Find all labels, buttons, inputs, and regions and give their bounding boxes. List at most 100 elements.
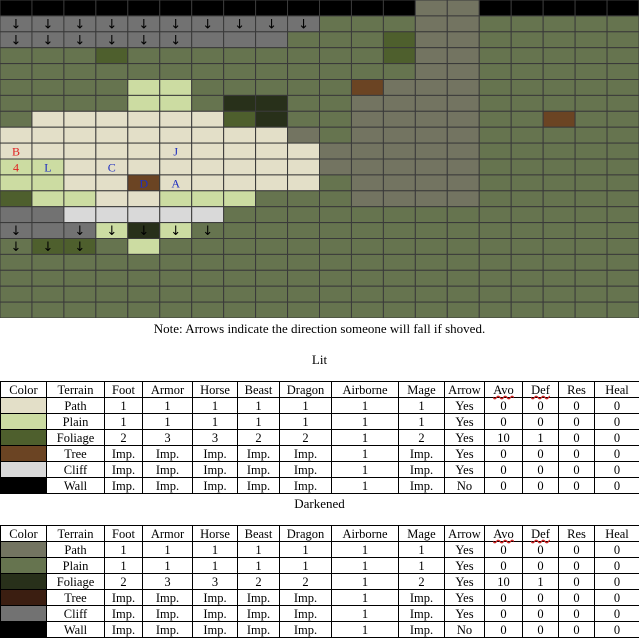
- color-swatch-cell: [0, 429, 47, 446]
- fall-arrow-icon: ↓: [106, 17, 117, 32]
- map-tile-dark-plain: [510, 269, 544, 287]
- map-tile-path: [127, 110, 161, 128]
- table-cell: 0: [558, 397, 595, 414]
- map-tile-dark-plain: [255, 63, 289, 80]
- map-tile-dark-plain: [63, 94, 97, 112]
- map-tile-dark-plain: [127, 269, 161, 287]
- map-tile-dark-plain: [574, 158, 608, 176]
- table-cell: 0: [484, 461, 523, 478]
- map-tile-dark-plain: [63, 63, 97, 80]
- table-cell: 1: [279, 557, 332, 574]
- table-row: Foliage 2 3 3 2 2 1 2 Yes 10 1 0 0: [0, 573, 639, 590]
- map-tile-dark-plain: [574, 301, 608, 318]
- map-tile-path: [95, 142, 129, 160]
- map-tile-dark-plain: [191, 285, 225, 303]
- table-cell: 1: [104, 557, 143, 574]
- map-tile-dark-plain: [542, 174, 576, 192]
- map-tile-dark-plain: [287, 222, 320, 240]
- map-tile-path: [223, 142, 257, 160]
- map-tile-dark-path: [382, 174, 416, 192]
- table-cell: Yes: [444, 461, 485, 478]
- table-cell: 0: [484, 589, 523, 606]
- table-cell: 0: [558, 445, 595, 462]
- map-tile-dark-plain: [574, 110, 608, 128]
- table-cell: 1: [142, 397, 193, 414]
- table-cell: 1: [331, 621, 399, 638]
- table-cell: Imp.: [142, 477, 193, 494]
- table-cell: 1: [331, 477, 399, 494]
- table-cell: 1: [237, 413, 280, 430]
- table-cell: 0: [522, 541, 559, 558]
- table-cell: Imp.: [279, 589, 332, 606]
- map-tile-dark-plain: [255, 269, 289, 287]
- table-cell: Plain: [46, 557, 105, 574]
- table-cell: 1: [237, 557, 280, 574]
- map-tile-path: [255, 174, 289, 192]
- table-cell: 1: [331, 413, 399, 430]
- map-tile-dark-plain: [574, 206, 608, 224]
- table-cell: 2: [279, 429, 332, 446]
- map-tile-dark-plain: [350, 253, 384, 271]
- fall-arrow-icon: ↓: [170, 1, 181, 16]
- fall-arrow-icon: ↓: [202, 17, 213, 32]
- table-cell: Imp.: [237, 621, 280, 638]
- map-tile-dark-path: [446, 79, 480, 96]
- map-tile-dark-path: [446, 0, 480, 17]
- map-tile-dark-plain: [478, 126, 512, 144]
- map-tile-dark-plain: [510, 15, 544, 33]
- table-cell: 3: [142, 429, 193, 446]
- map-tile-dark-plain: [414, 222, 448, 240]
- table-cell: 0: [558, 413, 595, 430]
- map-tile-dark-path: [446, 31, 480, 49]
- table-cell: 0: [522, 445, 559, 462]
- map-tile-dark-plain: [510, 301, 544, 318]
- table-row: Foliage 2 3 3 2 2 1 2 Yes 10 1 0 0: [0, 429, 639, 446]
- map-tile-path: [191, 174, 225, 192]
- table-row: Wall Imp. Imp. Imp. Imp. Imp. 1 Imp. No 0 0 0 0: [0, 621, 639, 638]
- table-cell: 1: [331, 445, 399, 462]
- map-tile-dark-plain: [319, 190, 352, 208]
- map-tile-dark-plain: [255, 301, 289, 318]
- table-cell: Imp.: [104, 477, 143, 494]
- header-avo: Avo: [484, 525, 523, 542]
- map-tile-dark-plain: [542, 126, 576, 144]
- map-tile-dark-plain: [31, 47, 65, 65]
- table-header-row: Color Terrain Foot Armor Horse Beast Dragon Air…: [0, 525, 639, 542]
- map-tile-dark-path: [382, 94, 416, 112]
- table-cell: 1: [398, 397, 445, 414]
- color-swatch-cell: [0, 445, 47, 462]
- map-tile-dark-plain: [510, 253, 544, 271]
- map-tile-dark-plain: [542, 190, 576, 208]
- map-tile-dark-plain: [191, 269, 225, 287]
- table-cell: 0: [522, 477, 559, 494]
- table-cell: Cliff: [46, 605, 105, 622]
- header-avo: Avo: [484, 381, 523, 398]
- map-tile-cliff: [159, 206, 193, 224]
- map-tile-dark-plain: [478, 158, 512, 176]
- map-tile-dark-plain: [542, 222, 576, 240]
- map-tile-dark-plain: [382, 269, 416, 287]
- map-tile-dark-plain: [382, 285, 416, 303]
- map-tile-dark-path: [414, 63, 448, 80]
- table-cell: 1: [279, 413, 332, 430]
- map-tile-dark-plain: [95, 301, 129, 318]
- map-tile-dark-plain: [255, 285, 289, 303]
- header-foot: Foot: [104, 381, 143, 398]
- table-cell: 0: [594, 445, 639, 462]
- table-cell: 0: [558, 605, 595, 622]
- map-tile-dark-path: [446, 15, 480, 33]
- table-row: Tree Imp. Imp. Imp. Imp. Imp. 1 Imp. Yes 0 0 0 0: [0, 589, 639, 606]
- map-tile-dark-plain: [95, 238, 129, 255]
- map-tile-dark-plain: [510, 238, 544, 255]
- table-cell: 0: [522, 589, 559, 606]
- table-cell: 10: [484, 573, 523, 590]
- table-cell: Imp.: [142, 605, 193, 622]
- map-tile-dark-plain: [510, 110, 544, 128]
- table-cell: No: [444, 621, 485, 638]
- table-cell: Yes: [444, 413, 485, 430]
- table-cell: Cliff: [46, 461, 105, 478]
- map-tile-plain: [31, 174, 65, 192]
- table-cell: 2: [104, 429, 143, 446]
- map-tile-dark-plain: [574, 94, 608, 112]
- map-tile-foliage: [382, 47, 416, 65]
